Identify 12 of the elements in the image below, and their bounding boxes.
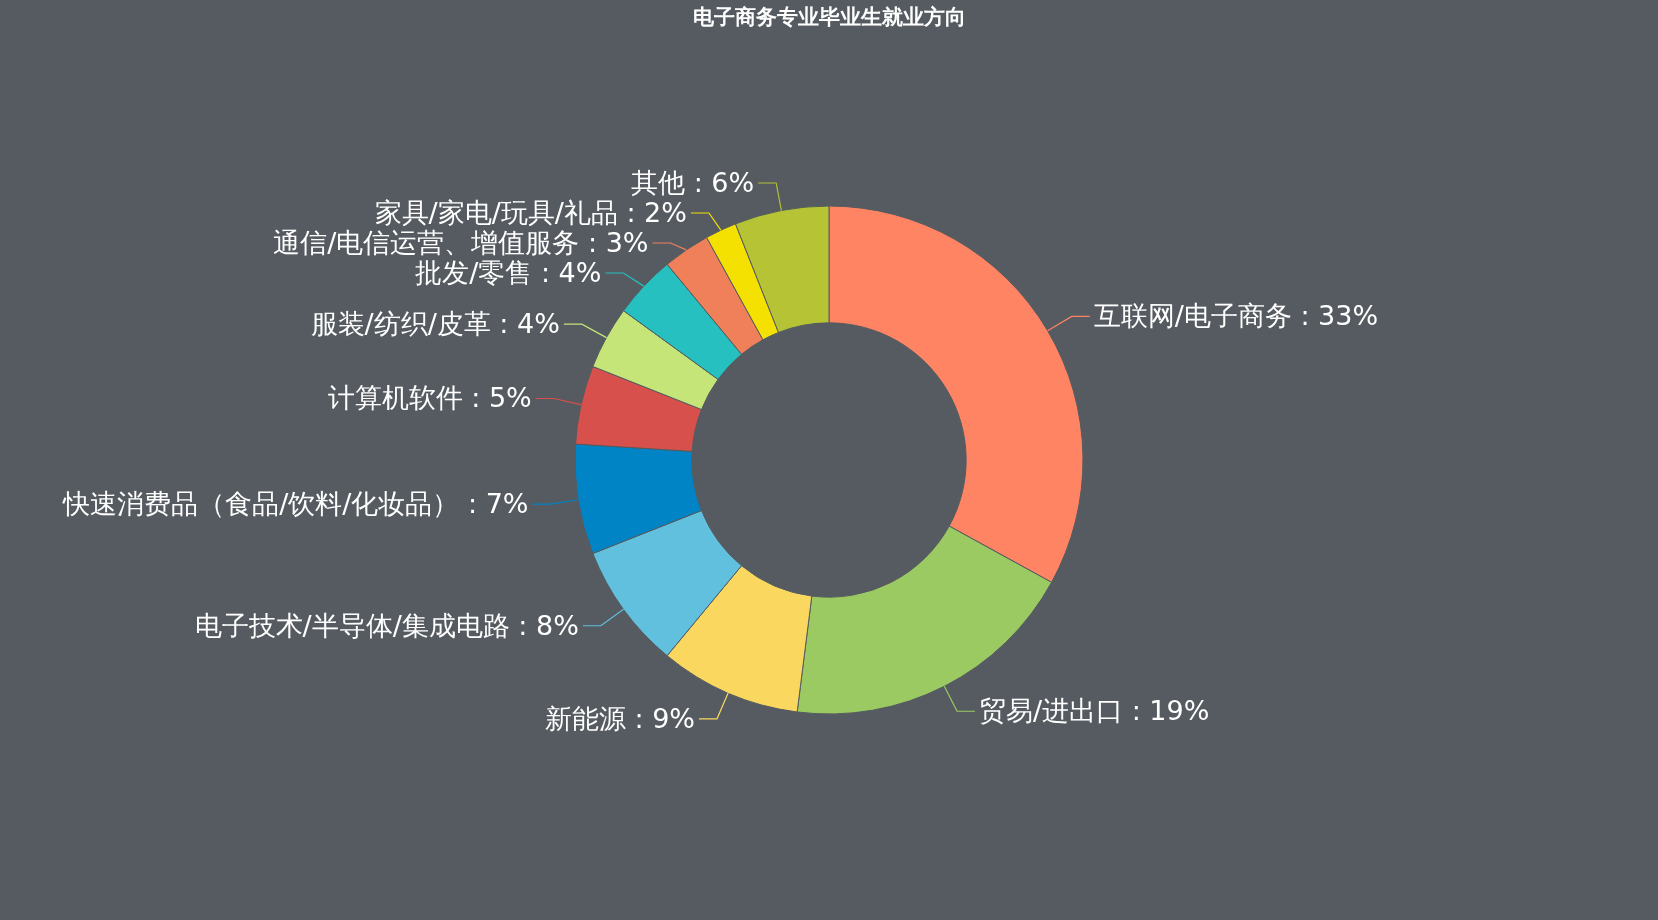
legend-label: 互联网/电子商务 : 33% <box>1093 300 1379 332</box>
slice-label: 家具/家电/玩具/礼品 : 2% <box>374 196 687 228</box>
slice-label: 贸易/进出口 : 19% <box>979 695 1210 727</box>
slice-label: 计算机软件 : 5% <box>327 382 532 414</box>
slice-label: 其他 : 6% <box>631 166 755 198</box>
slice-label: 通信/电信运营、增值服务 : 3% <box>273 226 649 258</box>
slice-label: 新能源 : 9% <box>544 702 695 734</box>
chart-title: 电子商务专业毕业生就业方向 <box>692 5 966 29</box>
slice-label: 批发/零售 : 4% <box>415 256 602 288</box>
slice-label: 快速消费品（食品/饮料/化妆品） : 7% <box>62 488 529 520</box>
slice-label: 电子技术/半导体/集成电路 : 8% <box>194 609 579 641</box>
slice-label: 服装/纺织/皮革 : 4% <box>310 308 560 340</box>
